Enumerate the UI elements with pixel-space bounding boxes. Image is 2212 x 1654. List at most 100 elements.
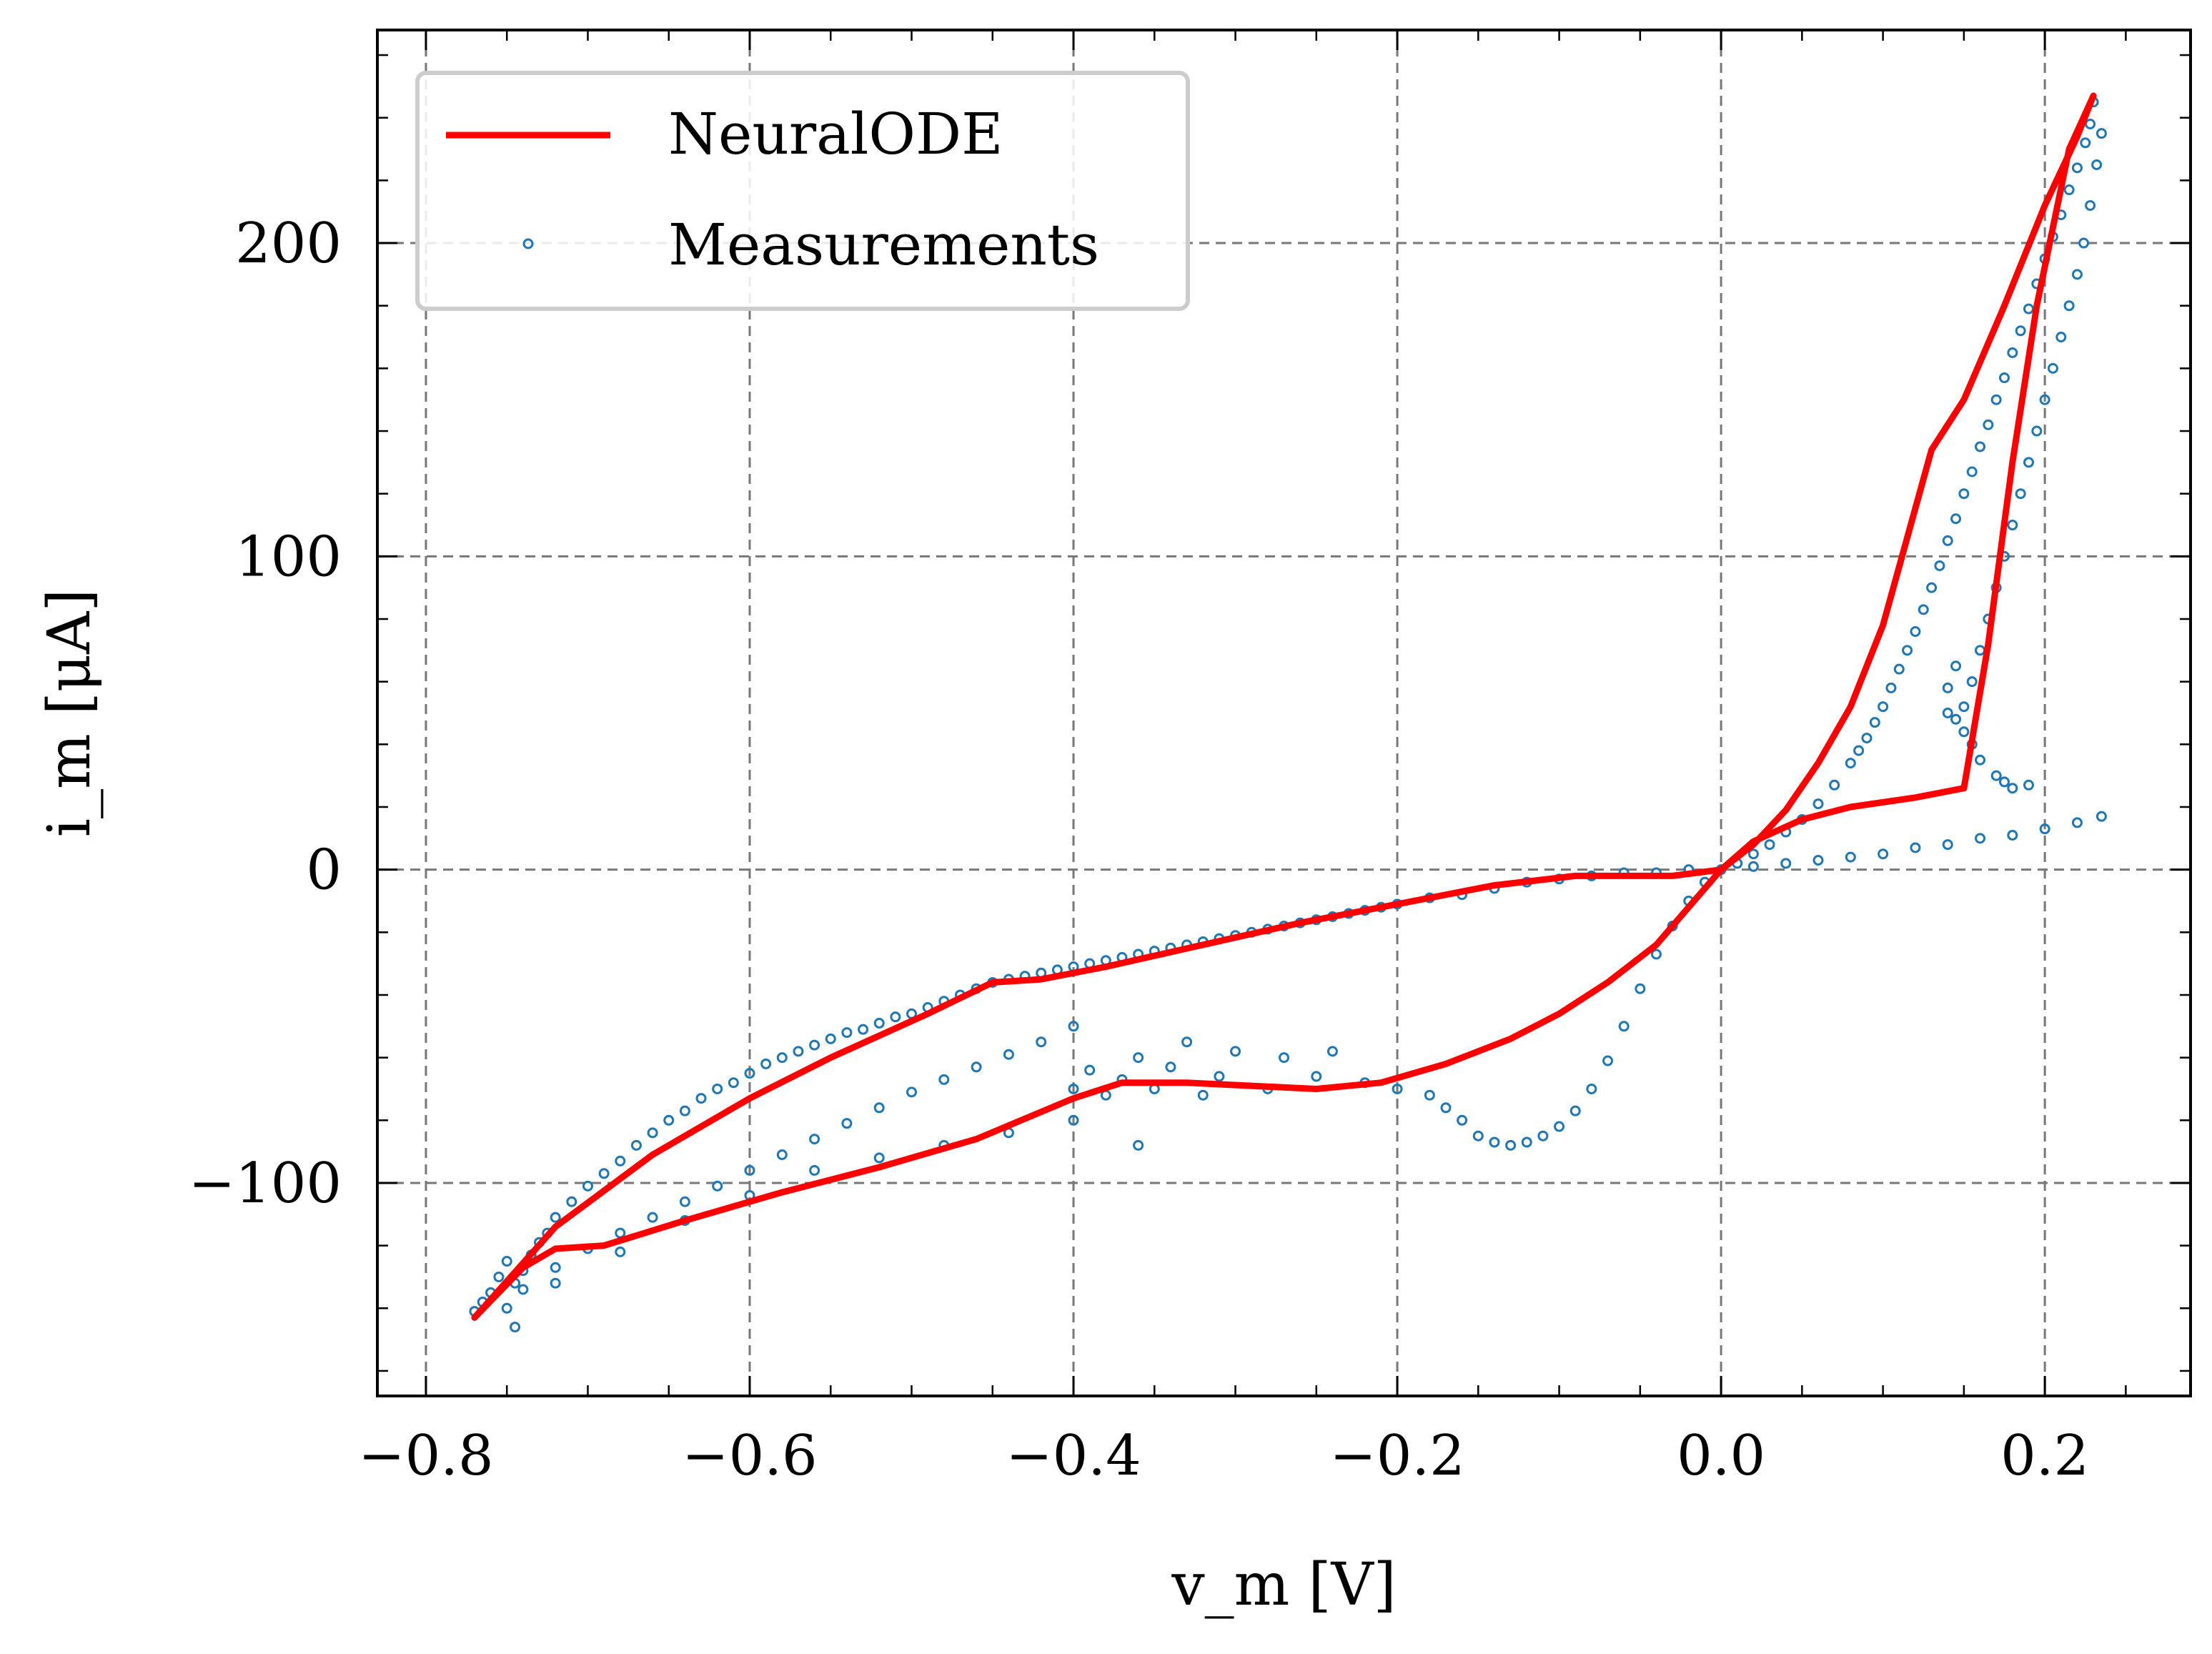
measurement-point xyxy=(1966,676,1978,688)
y-tick-label: −100 xyxy=(189,1152,342,1216)
measurement-point xyxy=(793,1046,804,1057)
measurement-point xyxy=(1326,1046,1338,1057)
measurement-point xyxy=(1197,1089,1209,1101)
measurement-point xyxy=(582,1180,593,1192)
measurement-point xyxy=(2071,162,2083,174)
measurement-point xyxy=(1472,1130,1484,1142)
measurements-layer xyxy=(469,96,2107,1333)
measurement-point xyxy=(501,1302,512,1314)
measurement-point xyxy=(1975,441,1986,452)
measurement-point xyxy=(1618,1021,1630,1032)
measurement-point xyxy=(1537,1130,1549,1142)
plot-frame xyxy=(376,29,2192,1397)
measurement-point xyxy=(2080,137,2091,149)
measurement-point xyxy=(1133,1052,1144,1064)
measurement-point xyxy=(1934,560,1945,571)
measurement-point xyxy=(1068,1021,1079,1032)
measurement-point xyxy=(1861,733,1873,744)
measurement-point xyxy=(679,1105,690,1116)
measurement-point xyxy=(841,1118,853,1129)
measurement-point xyxy=(1392,1083,1403,1094)
legend-marker-measurements xyxy=(522,238,534,249)
x-tick-label: 0.2 xyxy=(2000,1424,2089,1488)
measurement-point xyxy=(1845,851,1856,863)
measurement-point xyxy=(1812,798,1824,810)
measurement-point xyxy=(760,1058,772,1069)
measurement-point xyxy=(1958,488,1970,500)
measurement-point xyxy=(890,1011,901,1023)
measurement-point xyxy=(2023,457,2034,468)
measurement-point xyxy=(906,1086,918,1098)
measurement-point xyxy=(744,1164,755,1176)
measurement-point xyxy=(1958,701,1970,713)
measurement-point xyxy=(2007,520,2018,531)
measurement-point xyxy=(1910,842,1921,853)
x-tick-label: −0.4 xyxy=(1006,1424,1141,1488)
x-tick-label: −0.2 xyxy=(1329,1424,1464,1488)
measurement-point xyxy=(1181,1036,1193,1048)
measurement-point xyxy=(776,1052,788,1064)
measurement-point xyxy=(2063,184,2075,196)
measurement-point xyxy=(1950,513,1962,525)
measurement-point xyxy=(2096,811,2107,822)
measurement-point xyxy=(1975,645,1986,656)
measurement-point xyxy=(2023,303,2034,315)
measurement-point xyxy=(1554,1121,1565,1132)
measurement-point xyxy=(2039,823,2050,835)
measurement-point xyxy=(1966,466,1978,477)
tick-labels: −0.8 −0.6 −0.4 −0.2 0.0 0.2 −100 0 100 200 xyxy=(189,212,2089,1488)
measurement-point xyxy=(2015,488,2026,500)
measurement-point xyxy=(1569,1105,1581,1116)
measurement-point xyxy=(510,1322,521,1333)
measurement-point xyxy=(1845,758,1856,769)
measurement-point xyxy=(1958,726,1970,738)
measurement-point xyxy=(1650,949,1662,960)
x-tick-label: −0.8 xyxy=(358,1424,493,1488)
measurement-point xyxy=(776,1149,788,1161)
measurement-point xyxy=(1068,1083,1079,1094)
measurement-point xyxy=(695,1093,707,1104)
measurement-point xyxy=(2031,425,2043,437)
measurement-point xyxy=(2085,118,2096,129)
measurement-point xyxy=(2071,269,2083,280)
measurement-point xyxy=(1133,1139,1144,1151)
measurement-point xyxy=(1780,858,1792,869)
measurement-point xyxy=(1068,1114,1079,1126)
measurement-point xyxy=(1950,660,1962,672)
measurement-point xyxy=(1764,839,1775,851)
measurement-point xyxy=(2007,347,2018,358)
measurement-point xyxy=(679,1196,690,1207)
measurement-point xyxy=(1869,717,1880,728)
measurement-point xyxy=(809,1039,820,1051)
measurement-point xyxy=(566,1196,577,1207)
measurement-point xyxy=(1918,604,1929,615)
measurement-point xyxy=(550,1212,561,1223)
y-tick-label: 200 xyxy=(235,212,342,276)
measurement-point xyxy=(1279,1052,1289,1064)
measurement-point xyxy=(825,1033,836,1044)
measurement-point xyxy=(858,1024,869,1035)
measurement-point xyxy=(1878,701,1889,713)
measurement-point xyxy=(873,1017,885,1029)
measurement-point xyxy=(1942,682,1953,693)
measurement-point xyxy=(744,1068,755,1079)
measurement-point xyxy=(663,1114,675,1126)
measurement-point xyxy=(615,1246,626,1257)
measurement-point xyxy=(1149,1083,1160,1094)
measurement-point xyxy=(712,1083,723,1094)
measurement-point xyxy=(1003,1049,1014,1060)
measurement-point xyxy=(2085,199,2096,211)
measurement-point xyxy=(501,1256,512,1267)
measurement-point xyxy=(647,1127,658,1139)
measurement-point xyxy=(712,1180,723,1192)
measurement-point xyxy=(1893,663,1905,675)
measurement-point xyxy=(1084,1064,1096,1076)
measurement-point xyxy=(728,1077,739,1089)
legend: NeuralODE Measurements xyxy=(415,71,1190,311)
measurement-point xyxy=(2063,300,2075,312)
measurement-point xyxy=(2039,394,2050,405)
measurement-point xyxy=(1902,645,1913,656)
measurement-point xyxy=(615,1227,626,1239)
measurement-point xyxy=(1990,394,2002,405)
measurement-point xyxy=(873,1152,885,1164)
